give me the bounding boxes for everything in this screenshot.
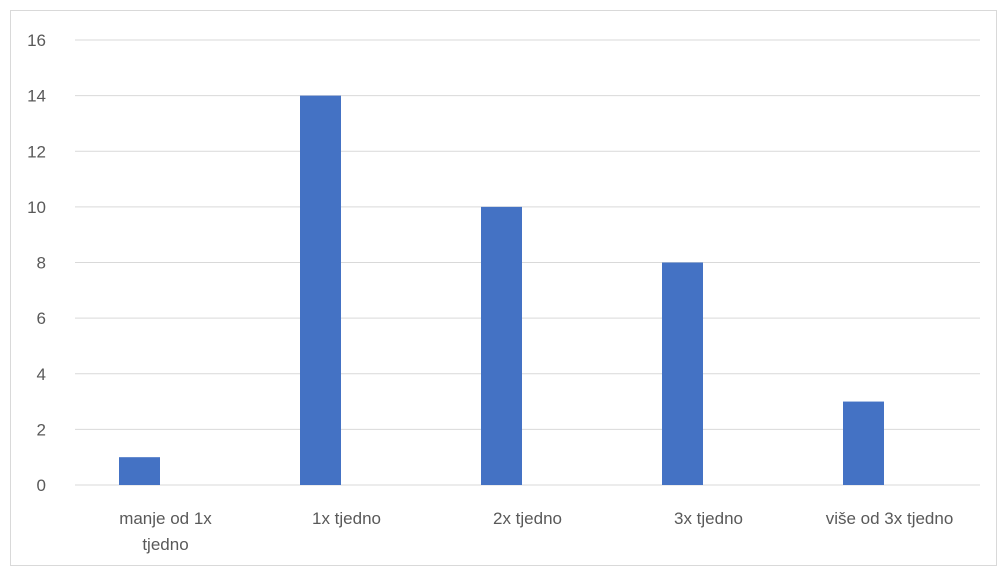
y-tick-label: 0: [37, 476, 46, 495]
y-tick-label: 16: [27, 31, 46, 50]
y-axis-ticks: 0 2 4 6 8 10 12 14 16: [27, 31, 46, 495]
bars: [119, 95, 884, 485]
y-tick-label: 14: [27, 87, 46, 106]
x-tick-label: 3x tjedno: [674, 509, 743, 528]
y-tick-label: 4: [37, 365, 46, 384]
bar: [662, 262, 703, 485]
x-tick-label: 1x tjedno: [312, 509, 381, 528]
y-tick-label: 12: [27, 142, 46, 161]
y-tick-label: 2: [37, 420, 46, 439]
x-tick-label: manje od 1x tjedno: [119, 509, 212, 554]
gridlines: [75, 39, 980, 486]
x-axis-ticks: manje od 1x tjedno 1x tjedno 2x tjedno 3x tj…: [119, 509, 953, 554]
x-tick-label: više od 3x tjedno: [826, 509, 954, 528]
bar: [481, 206, 522, 485]
bar: [119, 457, 160, 485]
y-tick-label: 10: [27, 198, 46, 217]
x-tick-label: 2x tjedno: [493, 509, 562, 528]
y-tick-label: 6: [37, 309, 46, 328]
bar: [843, 401, 884, 485]
y-tick-label: 8: [37, 254, 46, 273]
bar: [300, 95, 341, 485]
